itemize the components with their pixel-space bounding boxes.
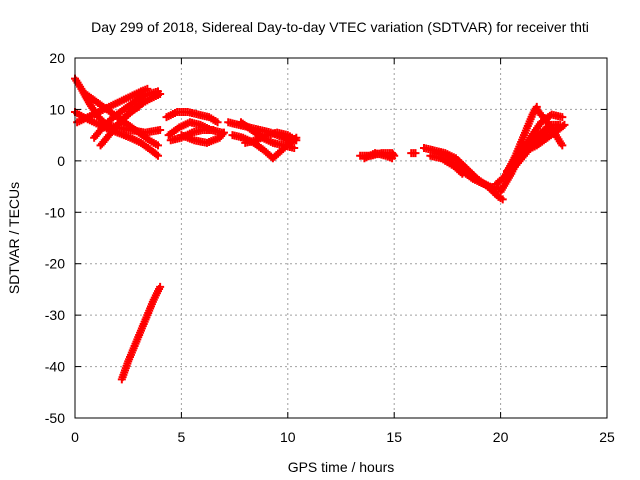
data-point bbox=[156, 282, 165, 291]
y-tick-label: -20 bbox=[45, 256, 65, 272]
grid-lines bbox=[75, 58, 607, 418]
data-series-track-18 bbox=[360, 149, 397, 163]
data-series-track-22 bbox=[432, 149, 505, 194]
x-tick-label: 5 bbox=[178, 429, 186, 445]
data-point bbox=[156, 90, 165, 98]
x-tick-label: 25 bbox=[599, 429, 615, 445]
y-tick-label: -10 bbox=[45, 204, 65, 220]
data-series-track-29 bbox=[522, 120, 569, 155]
axis-ticks bbox=[74, 57, 608, 419]
y-tick-labels: 20 10 0 -10 -20 -30 -40 -50 bbox=[45, 50, 65, 426]
plot-frame bbox=[74, 57, 608, 419]
y-axis-label: SDTVAR / TECUs bbox=[6, 182, 22, 294]
y-tick-label: -30 bbox=[45, 307, 65, 323]
data-point bbox=[153, 151, 162, 160]
data-series-track-23 bbox=[441, 156, 467, 178]
data-point bbox=[290, 144, 299, 152]
x-tick-label: 15 bbox=[386, 429, 402, 445]
data-point bbox=[156, 126, 165, 134]
data-point bbox=[560, 120, 569, 129]
data-series-track-4 bbox=[73, 84, 152, 127]
data-point bbox=[209, 126, 218, 134]
y-tick-label: -50 bbox=[45, 410, 65, 426]
data-point bbox=[558, 141, 567, 150]
data-point bbox=[292, 136, 301, 145]
data-point bbox=[388, 154, 397, 163]
x-axis-label: GPS time / hours bbox=[288, 459, 395, 475]
data-point bbox=[558, 122, 567, 131]
x-tick-label: 0 bbox=[71, 429, 79, 445]
data-point bbox=[152, 150, 161, 159]
data-series-track-9 bbox=[162, 108, 222, 127]
x-tick-label: 10 bbox=[280, 429, 296, 445]
y-tick-label: 10 bbox=[49, 101, 65, 117]
data-point bbox=[213, 118, 222, 127]
data-point bbox=[498, 195, 507, 204]
chart-title: Day 299 of 2018, Sidereal Day-to-day VTE… bbox=[91, 19, 589, 35]
data-series-track-7 bbox=[109, 102, 143, 134]
data-point bbox=[458, 169, 467, 178]
data-point bbox=[558, 113, 567, 122]
data-point bbox=[134, 102, 143, 111]
data-series-track-16 bbox=[241, 128, 301, 147]
data-point bbox=[153, 141, 162, 150]
data-point bbox=[219, 128, 228, 137]
x-tick-labels: 0 5 10 15 20 25 bbox=[71, 429, 615, 445]
data-series-track-12 bbox=[166, 126, 218, 145]
y-tick-label: -40 bbox=[45, 359, 65, 375]
data-series-track-19 bbox=[407, 149, 420, 158]
y-tick-label: 0 bbox=[57, 153, 65, 169]
data-series bbox=[71, 74, 569, 384]
data-series-track-28 bbox=[532, 105, 567, 150]
data-series-track-8 bbox=[117, 282, 165, 384]
x-tick-label: 20 bbox=[493, 429, 509, 445]
data-point bbox=[411, 149, 420, 158]
y-tick-label: 20 bbox=[49, 50, 65, 66]
